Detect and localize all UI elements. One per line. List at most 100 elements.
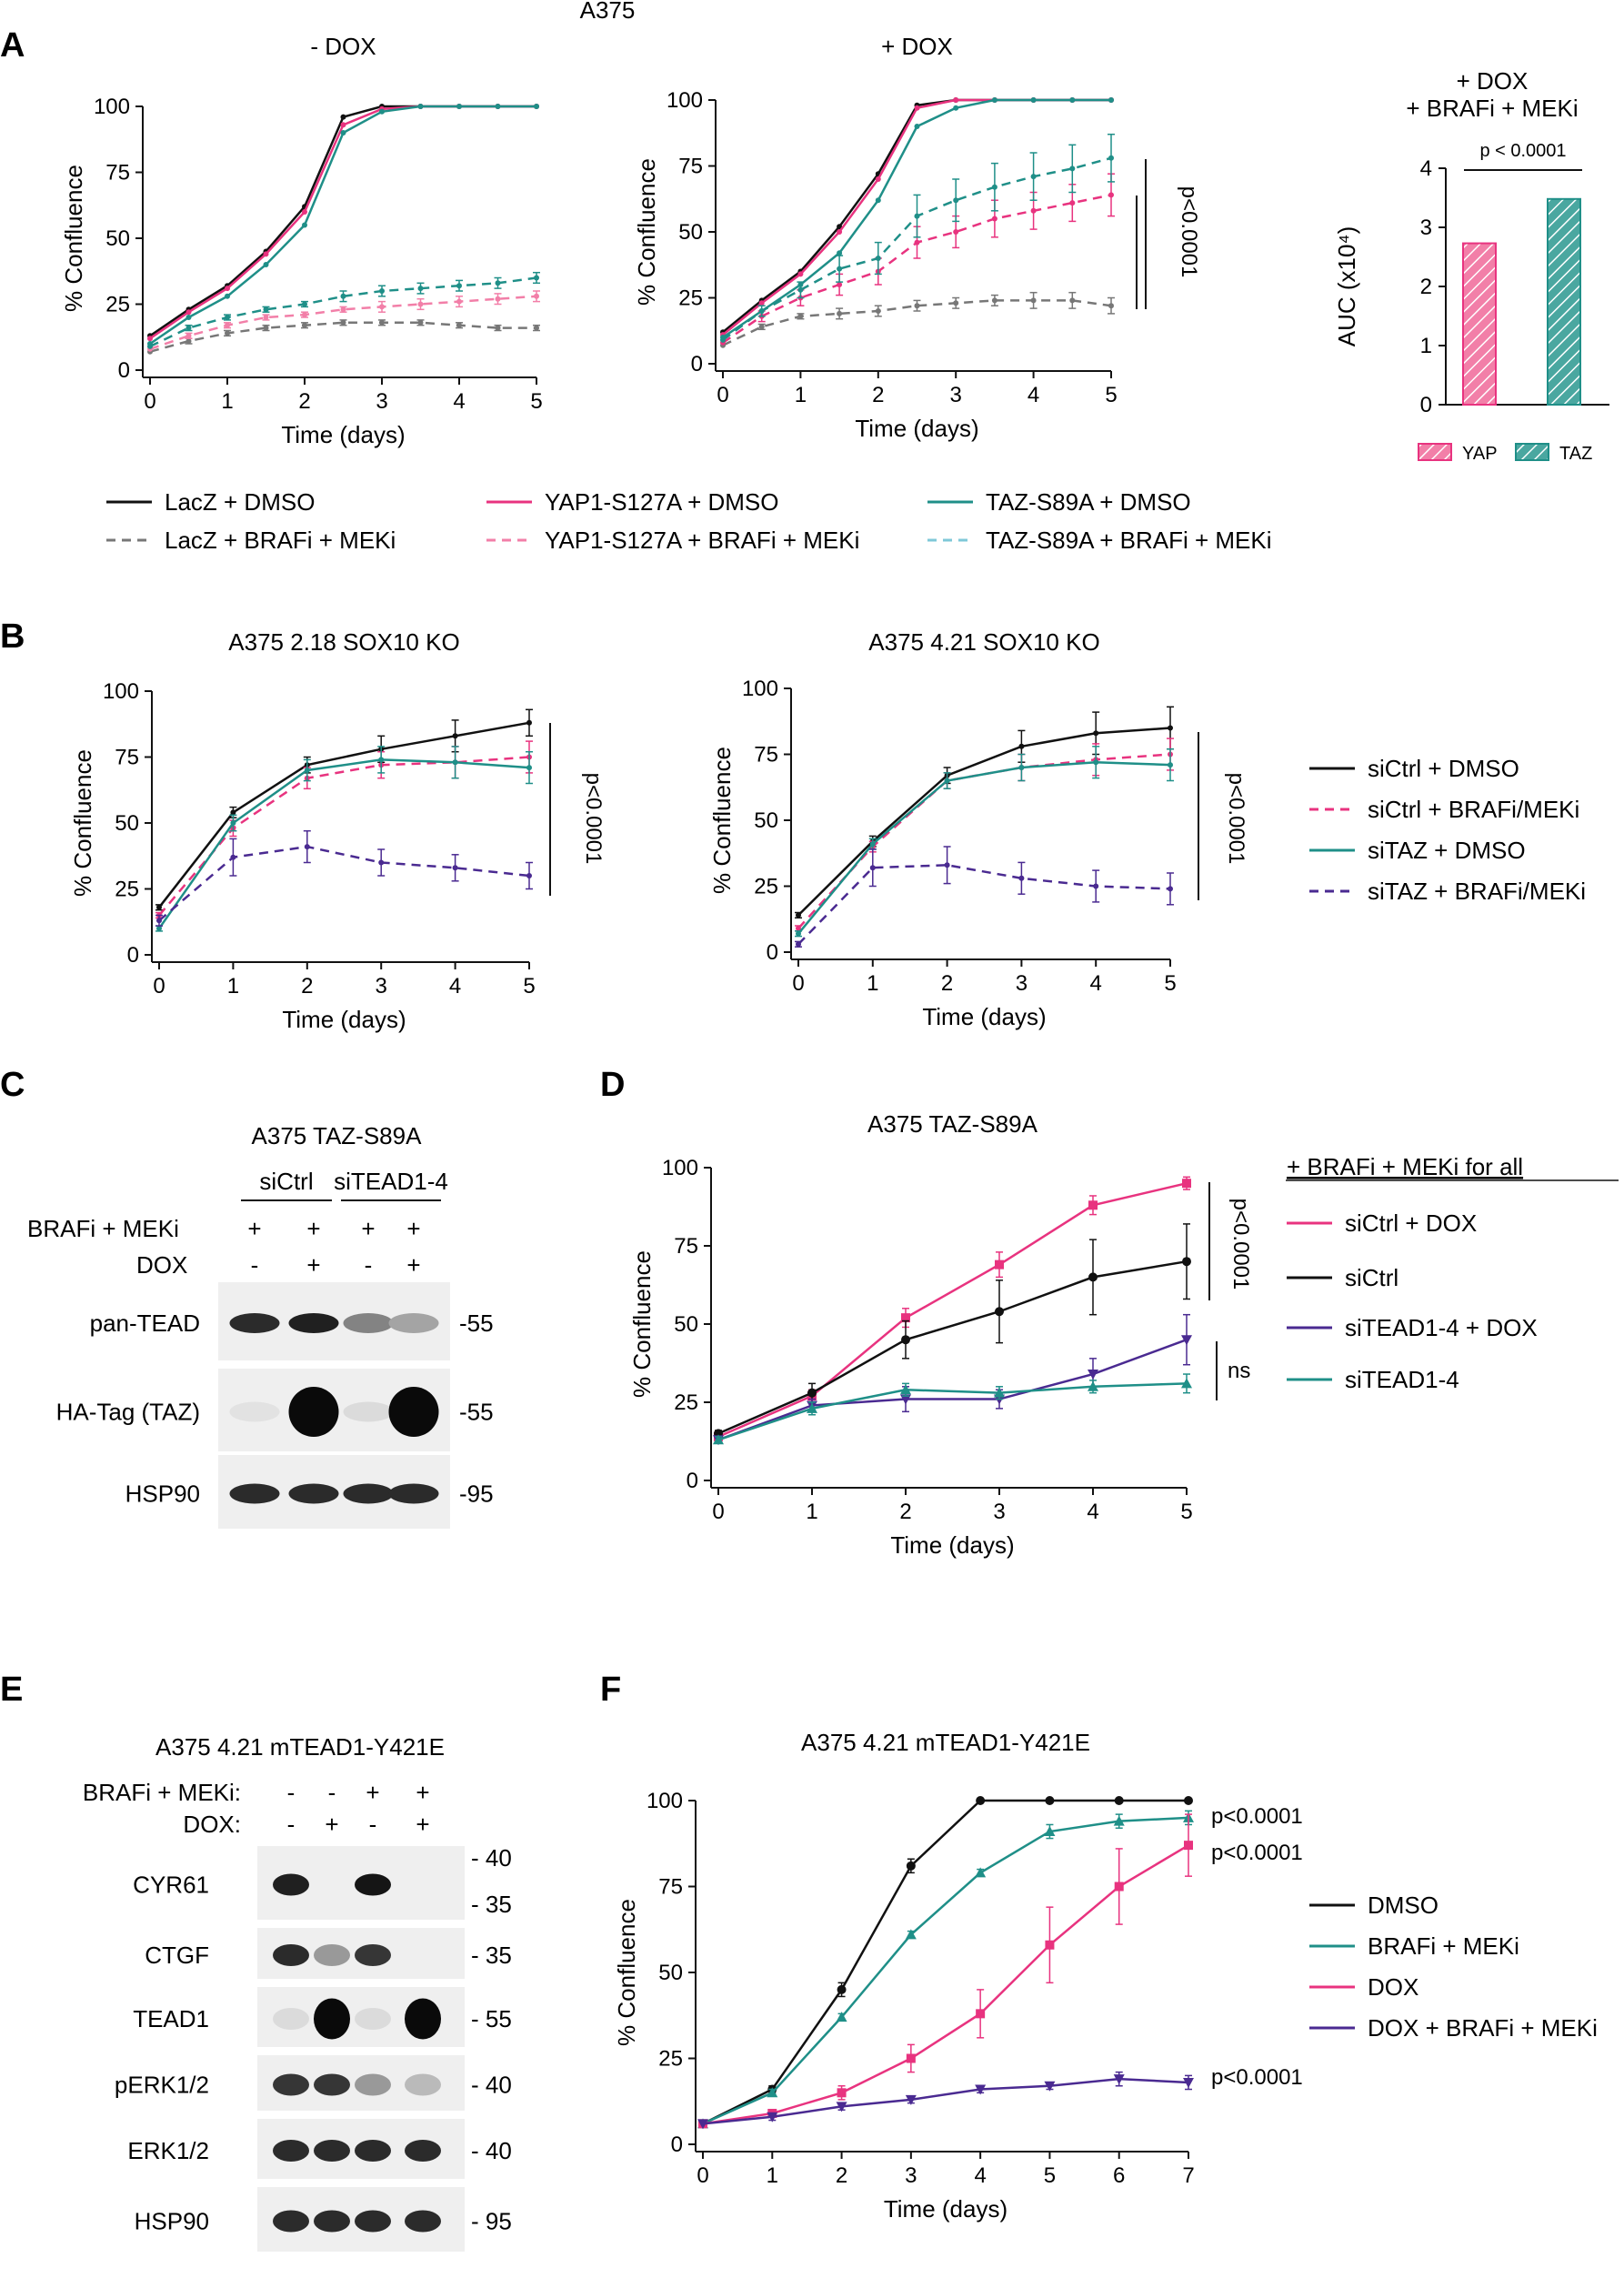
data-point — [417, 104, 424, 109]
legend-d: + BRAFi + MEKi for all siCtrl + DOX siCtrl… — [1286, 1153, 1619, 1393]
data-point — [534, 325, 539, 331]
data-point — [991, 97, 997, 103]
y-tick-label: 75 — [658, 1875, 683, 1900]
data-point — [452, 759, 458, 766]
chart-title: A375 2.18 SOX10 KO — [228, 628, 459, 656]
data-point — [230, 809, 236, 816]
y-tick-label: 25 — [678, 286, 703, 311]
data-point — [1181, 1378, 1192, 1389]
band — [229, 1313, 280, 1333]
band — [388, 1387, 439, 1437]
data-point — [995, 1307, 1004, 1317]
data-point — [994, 1387, 1005, 1398]
series-sitead1-4-dox — [713, 1313, 1192, 1446]
y-tick-label: 25 — [674, 1390, 698, 1415]
data-point — [225, 286, 230, 292]
y-tick-label: 50 — [754, 808, 778, 833]
y-tick-label: 0 — [767, 940, 778, 965]
data-point — [1093, 883, 1099, 889]
data-point — [758, 308, 765, 314]
x-axis-label: Time (days) — [890, 1531, 1014, 1559]
data-point — [944, 778, 950, 784]
data-point — [953, 105, 959, 111]
data-point — [953, 229, 959, 235]
data-point — [230, 854, 236, 860]
legend-label: YAP — [1462, 444, 1498, 464]
data-point — [1030, 297, 1037, 304]
data-point — [901, 1335, 910, 1345]
data-point — [1168, 725, 1173, 731]
series-line — [702, 2077, 1189, 2125]
band — [314, 1998, 350, 2040]
legend-label: siCtrl + DMSO — [1368, 755, 1519, 782]
y-tick-label: 0 — [691, 352, 703, 376]
x-tick-label: 0 — [697, 2163, 708, 2188]
data-point — [1093, 759, 1099, 766]
legend-header: + BRAFi + MEKi for all — [1287, 1153, 1523, 1180]
data-point — [1182, 1257, 1191, 1267]
data-point — [837, 229, 843, 235]
chart-title: A375 4.21 SOX10 KO — [868, 628, 1099, 656]
sign: + — [406, 1251, 420, 1279]
data-point — [185, 325, 192, 331]
chart-f: A375 4.21 mTEAD1-Y421E 0 25 50 75 100 0 1 2 3 4 5 6 7… — [613, 1729, 1303, 2223]
y-tick-label: 25 — [115, 878, 139, 902]
data-point — [713, 1434, 724, 1445]
x-tick-label: 4 — [1087, 1500, 1098, 1524]
data-point — [1088, 1370, 1098, 1380]
x-tick-label: 5 — [530, 389, 542, 414]
x-axis-label: Time (days) — [884, 2195, 1007, 2223]
data-point — [526, 873, 532, 878]
bar-yap — [1462, 242, 1497, 406]
y-axis-label: % Confluence — [69, 749, 96, 897]
data-point — [185, 338, 192, 345]
data-point — [975, 2084, 987, 2095]
series-line — [717, 1339, 1188, 1441]
series-yap1-s127a-dmso — [147, 104, 539, 342]
data-point — [495, 280, 501, 286]
data-point — [263, 315, 269, 320]
data-point — [807, 1388, 817, 1398]
data-point — [796, 925, 801, 931]
data-point — [534, 293, 539, 299]
series-line — [702, 1799, 1188, 2125]
series-line — [717, 1382, 1188, 1441]
data-point — [1069, 166, 1076, 172]
legend-swatch-yap — [1418, 443, 1452, 461]
sign: + — [306, 1215, 320, 1242]
data-point — [304, 768, 310, 773]
chart-title: + DOX — [881, 33, 953, 60]
series-sitaz-brafi-meki — [155, 829, 533, 927]
data-point — [1018, 875, 1025, 881]
data-point — [1114, 1882, 1124, 1892]
group-label: siCtrl — [259, 1168, 313, 1195]
mw-marker: -55 — [459, 1399, 494, 1426]
sign: + — [366, 1779, 379, 1806]
data-point — [263, 306, 269, 313]
data-point — [976, 1796, 986, 1805]
x-tick-label: 1 — [767, 2163, 778, 2188]
x-tick-label: 3 — [1016, 971, 1028, 996]
data-point — [156, 904, 162, 910]
series-lacz-brafi-meki — [720, 291, 1115, 348]
band — [355, 2210, 391, 2233]
data-point — [230, 820, 236, 826]
data-point — [302, 222, 307, 228]
x-tick-label: 0 — [712, 1500, 724, 1524]
x-tick-label: 1 — [221, 389, 233, 414]
x-tick-label: 0 — [144, 389, 155, 414]
data-point — [991, 184, 997, 190]
data-point — [837, 2088, 847, 2098]
mw-marker: - 35 — [471, 1942, 512, 1969]
legend-label: siTEAD1-4 + DOX — [1345, 1314, 1538, 1341]
data-point — [869, 841, 876, 848]
band-label: HSP90 — [135, 2208, 209, 2235]
y-tick-label: 50 — [678, 220, 703, 245]
data-point — [1018, 743, 1025, 749]
band — [314, 2140, 350, 2162]
x-tick-label: 1 — [795, 383, 807, 407]
band — [288, 1387, 339, 1437]
data-point — [304, 844, 310, 850]
band — [273, 2140, 309, 2162]
data-point — [836, 2102, 847, 2112]
